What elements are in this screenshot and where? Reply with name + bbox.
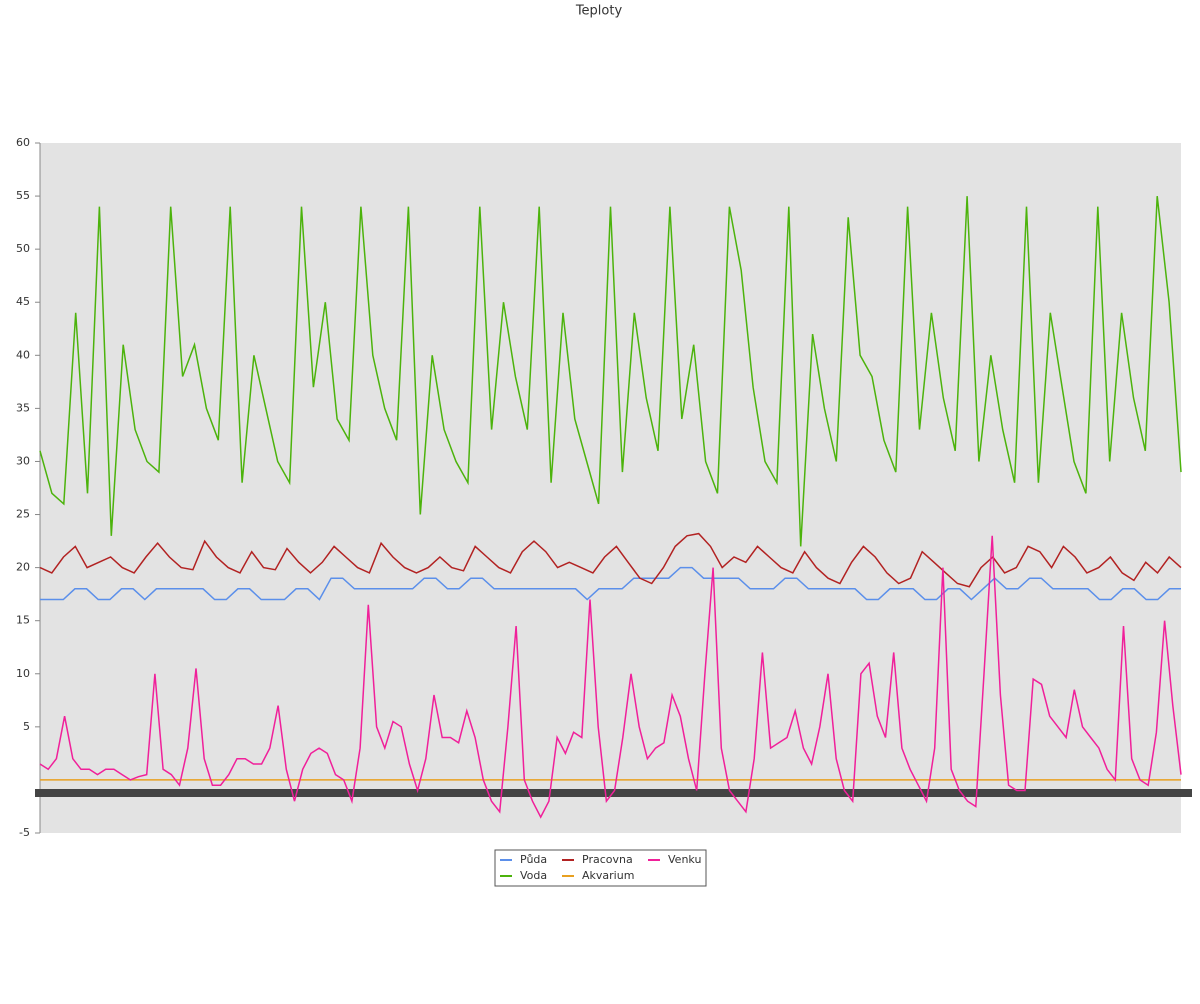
legend-label: Venku (668, 853, 701, 866)
y-tick-label: 45 (16, 295, 30, 308)
legend-label: Pracovna (582, 853, 633, 866)
y-tick-label: 60 (16, 136, 30, 149)
y-tick-label: 25 (16, 508, 30, 521)
legend-label: Voda (520, 869, 547, 882)
y-tick-label: 20 (16, 561, 30, 574)
y-tick-label: 30 (16, 454, 30, 467)
series-line (39, 196, 1182, 547)
chart-title: Teploty (575, 4, 623, 19)
series-line (40, 566, 1181, 601)
y-tick-label: 15 (16, 614, 30, 627)
y-tick-label: 35 (16, 401, 30, 414)
legend (494, 849, 707, 887)
y-tick-label: 55 (16, 189, 30, 202)
legend-label: Půda (520, 853, 547, 866)
legend-label: Akvarium (582, 869, 634, 882)
y-tick-label: 5 (23, 720, 30, 733)
series-line (39, 535, 1182, 819)
y-tick-label: 50 (16, 242, 30, 255)
y-tick-label: 10 (16, 667, 30, 680)
y-tick-label: -5 (19, 826, 30, 839)
y-tick-label: 40 (16, 348, 30, 361)
plot-area (40, 143, 1181, 833)
